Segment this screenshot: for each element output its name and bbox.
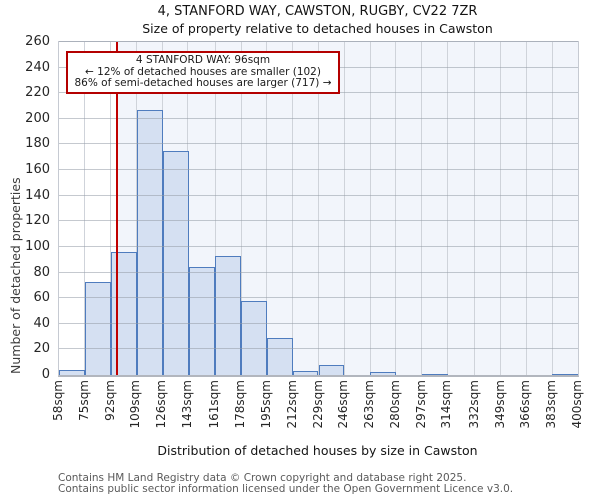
x-tick-92sqm: 92sqm — [102, 380, 117, 421]
horizontal-gridline — [59, 143, 578, 145]
histogram-bar-195sqm — [266, 337, 293, 375]
horizontal-gridline — [59, 169, 578, 171]
horizontal-gridline — [59, 322, 578, 324]
horizontal-gridline — [59, 348, 578, 350]
vertical-gridline — [110, 42, 112, 375]
vertical-gridline — [240, 42, 242, 375]
x-tick-349sqm: 349sqm — [492, 380, 507, 429]
y-tick-200: 200 — [25, 110, 50, 126]
vertical-gridline — [343, 42, 345, 375]
x-tick-297sqm: 297sqm — [413, 380, 428, 429]
x-tick-143sqm: 143sqm — [179, 380, 194, 429]
vertical-gridline — [551, 42, 553, 375]
histogram-bar-75sqm — [84, 281, 111, 375]
x-tick-229sqm: 229sqm — [310, 380, 325, 429]
vertical-gridline — [525, 42, 527, 375]
annotation-line3: 86% of semi-detached houses are larger (… — [74, 77, 332, 89]
chart-title-line2: Size of property relative to detached ho… — [142, 21, 493, 36]
x-tick-126sqm: 126sqm — [154, 380, 169, 429]
y-tick-60: 60 — [33, 290, 50, 306]
annotation-line1: 4 STANFORD WAY: 96sqm — [135, 54, 271, 66]
x-tick-58sqm: 58sqm — [51, 380, 65, 421]
histogram-bar-212sqm — [292, 371, 319, 375]
vertical-gridline — [395, 42, 397, 375]
x-tick-383sqm: 383sqm — [544, 380, 559, 429]
y-tick-40: 40 — [33, 315, 50, 331]
vertical-gridline — [500, 42, 502, 375]
annotation-line2: ← 12% of detached houses are smaller (10… — [85, 65, 321, 78]
y-tick-140: 140 — [25, 187, 50, 203]
vertical-gridline — [266, 42, 268, 375]
y-tick-220: 220 — [25, 85, 50, 101]
histogram-bar-229sqm — [318, 364, 345, 375]
y-tick-180: 180 — [25, 136, 50, 152]
y-tick-240: 240 — [25, 59, 50, 75]
histogram-bar-126sqm — [162, 150, 189, 375]
vertical-gridline — [84, 42, 86, 375]
horizontal-gridline — [59, 245, 578, 247]
plot-area: 4 STANFORD WAY: 96sqm ← 12% of detached … — [58, 41, 579, 377]
histogram-bar-383sqm — [552, 373, 578, 375]
x-tick-280sqm: 280sqm — [387, 380, 402, 429]
x-tick-161sqm: 161sqm — [207, 380, 222, 429]
horizontal-gridline — [59, 194, 578, 196]
horizontal-gridline — [59, 220, 578, 222]
horizontal-gridline — [59, 41, 578, 42]
vertical-gridline — [135, 42, 137, 375]
histogram-bar-143sqm — [188, 267, 215, 375]
y-tick-260: 260 — [25, 34, 50, 49]
chart-title-line1: 4, STANFORD WAY, CAWSTON, RUGBY, CV22 7Z… — [157, 4, 478, 19]
histogram-bar-161sqm — [214, 255, 241, 375]
histogram-bar-263sqm — [370, 372, 397, 375]
x-tick-212sqm: 212sqm — [284, 380, 299, 429]
vertical-gridline — [369, 42, 371, 375]
x-tick-400sqm: 400sqm — [570, 380, 584, 429]
x-tick-332sqm: 332sqm — [466, 380, 481, 429]
x-tick-109sqm: 109sqm — [128, 380, 143, 429]
vertical-gridline — [474, 42, 476, 375]
vertical-gridline — [214, 42, 216, 375]
histogram-bar-109sqm — [136, 109, 163, 375]
histogram-bar-297sqm — [422, 373, 449, 375]
y-tick-0: 0 — [41, 367, 50, 382]
subject-property-marker-line — [115, 42, 118, 375]
x-axis-title: Distribution of detached houses by size … — [157, 443, 478, 458]
y-axis-tick-labels: 0 20 40 60 80 100 120 140 160 180 200 220 240 260 — [0, 34, 54, 382]
x-tick-366sqm: 366sqm — [518, 380, 533, 429]
attribution-line2: Contains public sector information licen… — [58, 483, 514, 495]
vertical-gridline — [421, 42, 423, 375]
horizontal-gridline — [59, 117, 578, 119]
attribution-line1: Contains HM Land Registry data © Crown c… — [58, 472, 467, 484]
histogram-bar-178sqm — [240, 300, 267, 375]
x-tick-178sqm: 178sqm — [233, 380, 248, 429]
vertical-gridline — [292, 42, 294, 375]
x-tick-75sqm: 75sqm — [76, 380, 91, 421]
y-tick-80: 80 — [33, 264, 50, 280]
vertical-gridline — [318, 42, 319, 375]
x-axis-tick-labels: 58sqm 75sqm 92sqm 109sqm 126sqm 143sqm 161sqm 1… — [51, 380, 584, 442]
horizontal-gridline — [59, 297, 578, 299]
x-tick-314sqm: 314sqm — [439, 380, 454, 429]
x-tick-246sqm: 246sqm — [336, 380, 351, 429]
vertical-gridline — [446, 42, 448, 375]
x-tick-195sqm: 195sqm — [258, 380, 273, 429]
histogram-bar-58sqm — [59, 369, 85, 375]
horizontal-gridline — [59, 271, 578, 273]
subject-property-annotation-box: 4 STANFORD WAY: 96sqm ← 12% of detached … — [66, 51, 340, 94]
y-tick-20: 20 — [33, 341, 50, 357]
x-tick-263sqm: 263sqm — [362, 380, 377, 429]
y-tick-160: 160 — [25, 162, 50, 178]
y-tick-100: 100 — [25, 238, 50, 254]
y-tick-120: 120 — [25, 213, 50, 229]
